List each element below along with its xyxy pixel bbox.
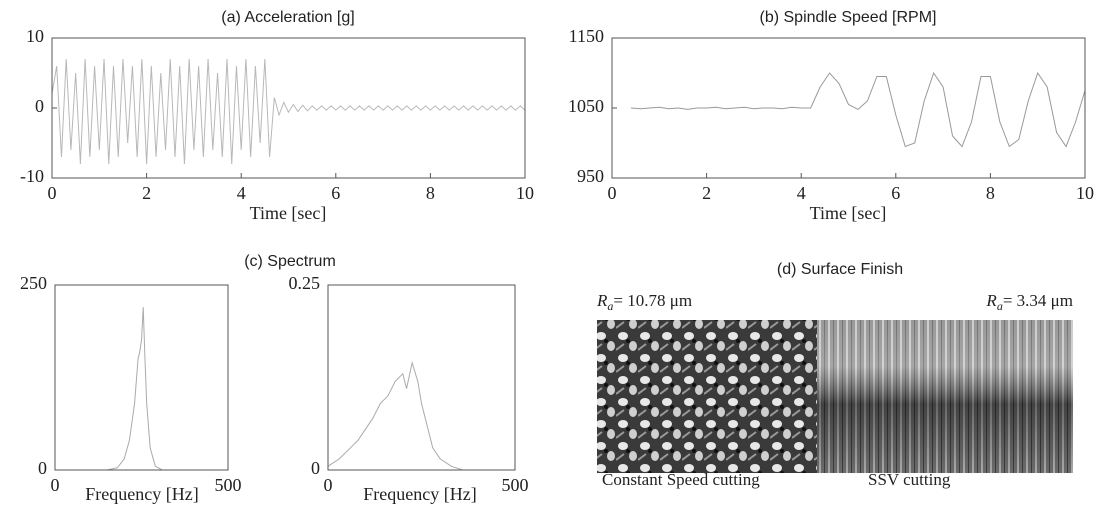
roughness-label: Ra= 3.34 μm — [985, 291, 1073, 313]
roughness-symbol: R — [596, 291, 608, 310]
x-tick-label: 500 — [502, 475, 529, 495]
x-tick-label: 8 — [426, 183, 435, 203]
roughness-subscript: a — [607, 299, 613, 313]
plot-frame — [327, 284, 516, 471]
y-tick-label: 1050 — [568, 96, 604, 116]
y-tick-label: 0.25 — [289, 273, 321, 293]
y-tick-label: 0 — [35, 96, 44, 116]
x-tick-label: 4 — [237, 183, 246, 203]
chart-panel: (b) Spindle Speed [RPM] 950 1050 1150 0 2 4 6 8 1… — [568, 9, 1094, 223]
x-axis-label: Time [sec] — [250, 203, 327, 223]
y-tick-label: 0 — [311, 458, 320, 478]
data-line — [630, 71, 1086, 148]
y-tick-label: 1150 — [569, 26, 604, 46]
rough-surface-image — [597, 320, 817, 473]
x-axis-label: Frequency [Hz] — [363, 484, 476, 504]
x-tick-label: 10 — [1076, 183, 1094, 203]
x-tick-label: 4 — [797, 183, 806, 203]
data-line — [106, 307, 163, 471]
chart-title: (a) Acceleration [g] — [221, 9, 354, 26]
roughness-subscript: a — [997, 299, 1003, 313]
chart-panel: (c) Spectrum 0 250 0 500 Frequency [Hz] — [20, 253, 336, 504]
x-axis-label: Time [sec] — [810, 203, 887, 223]
x-tick-label: 0 — [51, 475, 60, 495]
x-tick-label: 0 — [324, 475, 333, 495]
x-axis-label: Frequency [Hz] — [85, 484, 198, 504]
x-tick-label: 6 — [891, 183, 900, 203]
data-line — [327, 360, 463, 471]
roughness-value: = 10.78 μm — [613, 291, 692, 310]
x-tick-label: 8 — [986, 183, 995, 203]
chart-panel: 0 0.25 0 500 Frequency [Hz] — [289, 273, 529, 504]
chart-title: (c) Spectrum — [244, 253, 336, 270]
x-tick-label: 0 — [608, 183, 617, 203]
plot-frame — [54, 284, 229, 471]
roughness-label: Ra= 10.78 μm — [596, 291, 692, 313]
plot-frame — [611, 37, 1086, 179]
x-tick-label: 2 — [142, 183, 151, 203]
x-tick-label: 10 — [516, 183, 534, 203]
y-tick-label: 0 — [38, 458, 47, 478]
data-line — [51, 58, 526, 165]
x-tick-label: 500 — [215, 475, 242, 495]
roughness-symbol: R — [985, 291, 997, 310]
surface-caption: SSV cutting — [868, 470, 951, 489]
x-tick-label: 0 — [48, 183, 57, 203]
y-tick-label: -10 — [20, 166, 44, 186]
chart-title: (b) Spindle Speed [RPM] — [760, 9, 937, 26]
roughness-value: = 3.34 μm — [1003, 291, 1073, 310]
panel-title: (d) Surface Finish — [777, 261, 903, 278]
y-tick-label: 10 — [26, 26, 44, 46]
surface-shading — [817, 320, 1073, 473]
x-tick-label: 6 — [331, 183, 340, 203]
y-tick-label: 950 — [577, 166, 604, 186]
x-tick-label: 2 — [702, 183, 711, 203]
surface-caption: Constant Speed cutting — [602, 470, 760, 489]
surface-finish-panel: (d) Surface Finish Ra= 10.78 μm Ra= 3.34… — [596, 261, 1073, 489]
y-tick-label: 250 — [20, 273, 47, 293]
